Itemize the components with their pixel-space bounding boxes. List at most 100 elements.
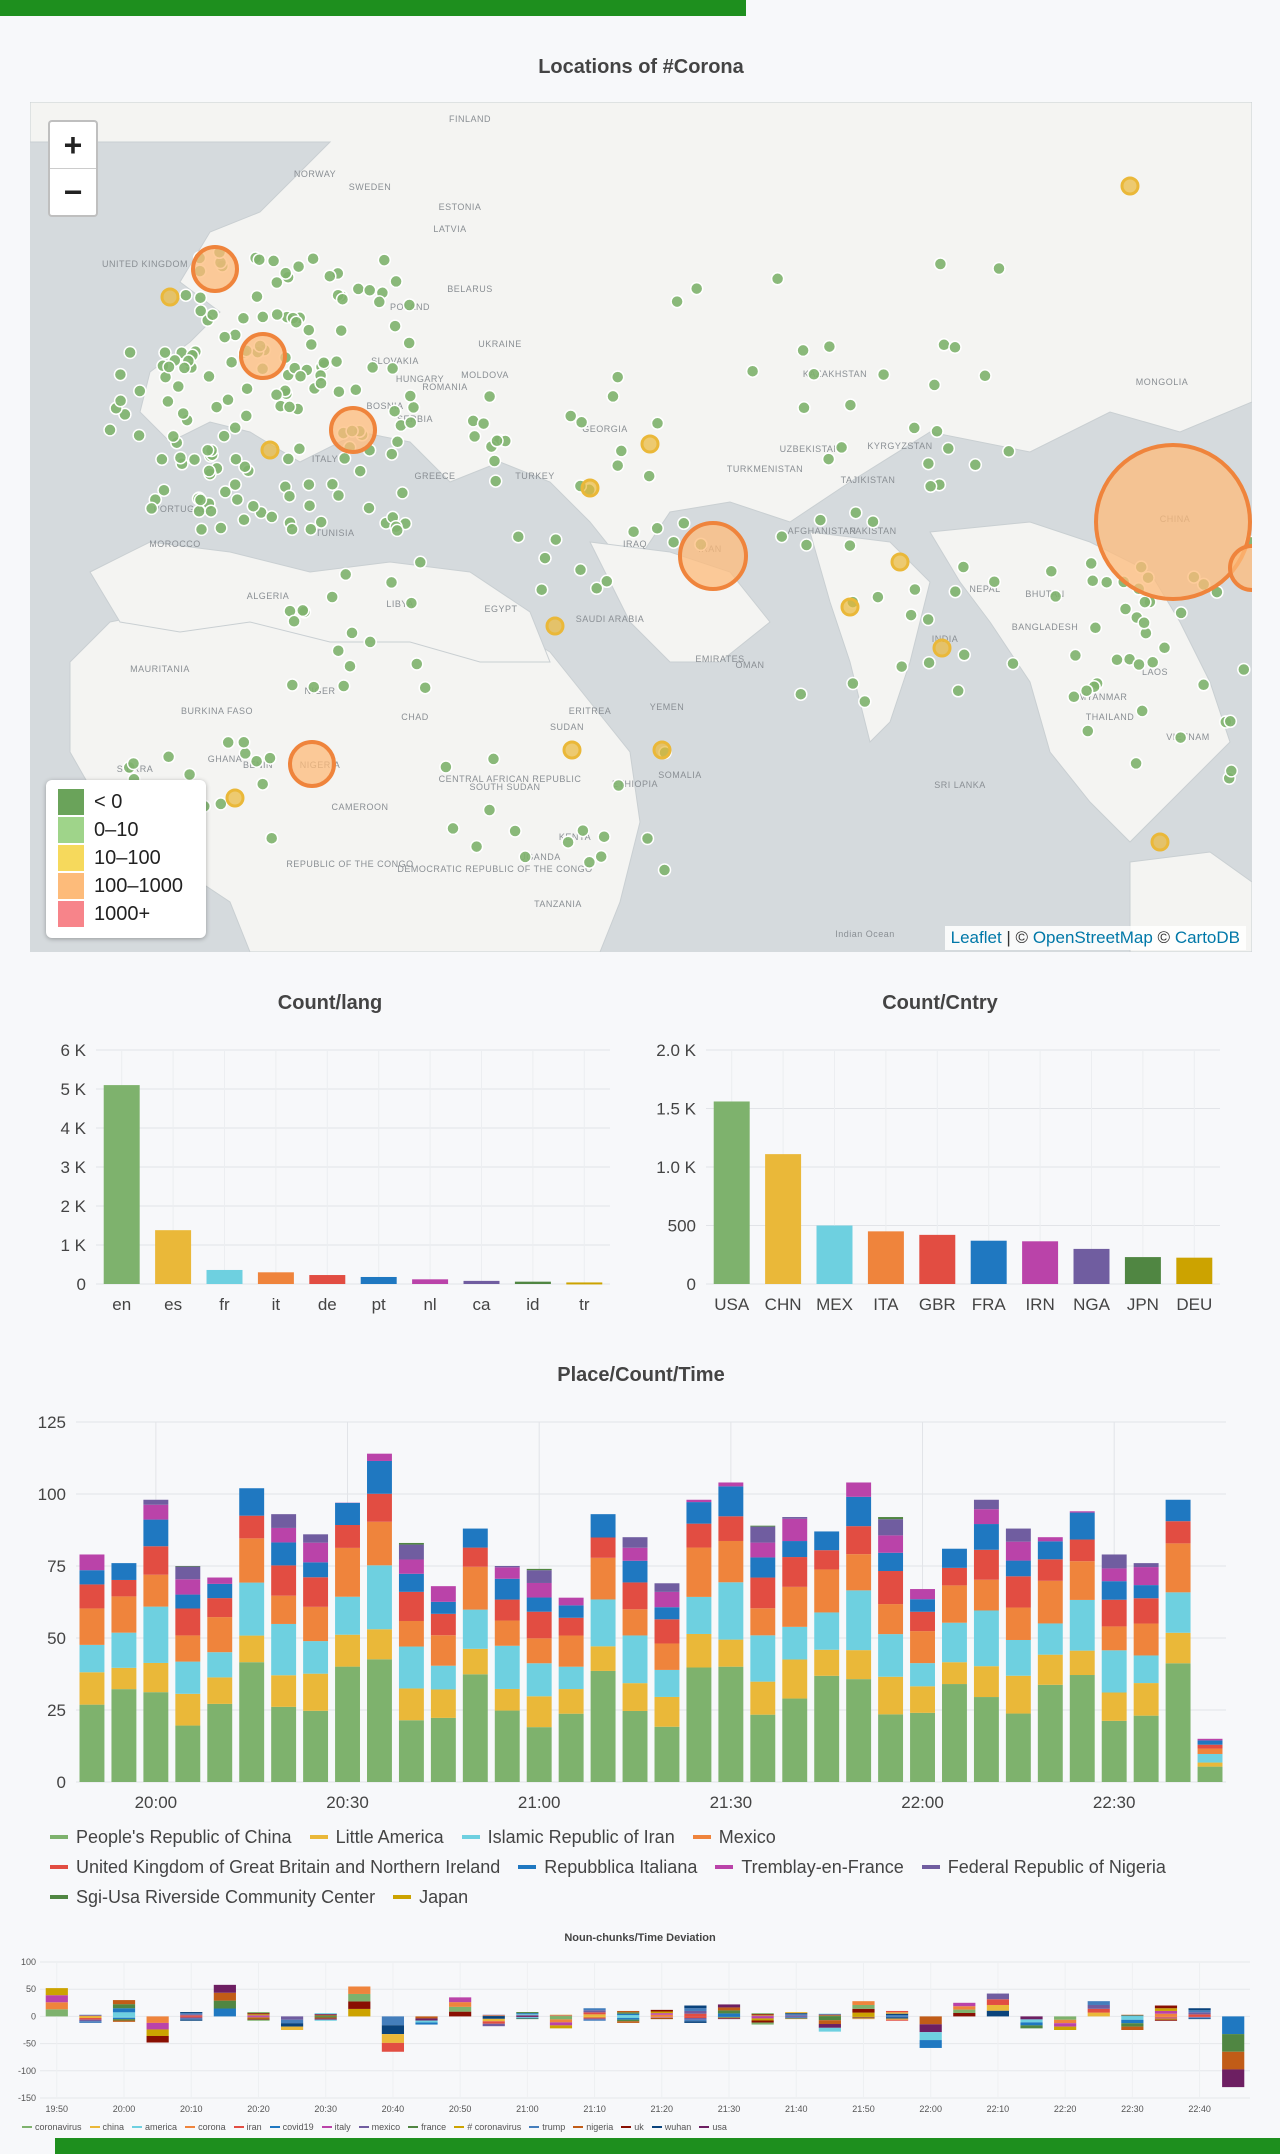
deviation-bar-segment <box>617 2016 640 2019</box>
country-bar-chart: 0 500 1.0 K 1.5 K 2.0 K USA CHN MEX ITA GBR FRA IRN… <box>656 1041 1220 1314</box>
legend-label: Tremblay-en-France <box>741 1856 904 1877</box>
stacked-bar-segment <box>398 1559 424 1574</box>
legend-swatch <box>58 845 84 871</box>
zoom-in-button[interactable]: + <box>63 127 83 163</box>
legend-label: trump <box>542 2122 566 2132</box>
map-point <box>334 323 348 338</box>
leaflet-link[interactable]: Leaflet <box>950 928 1002 947</box>
legend-item[interactable]: People's Republic of China <box>50 1822 292 1852</box>
deviation-bar-segment <box>79 2019 102 2022</box>
legend-item[interactable]: Mexico <box>692 1822 776 1852</box>
x-tick-label: id <box>526 1295 539 1314</box>
stacked-bar-segment <box>973 1610 999 1667</box>
legend-item[interactable]: United Kingdom of Great Britain and Nort… <box>50 1852 500 1882</box>
bar <box>919 1234 956 1284</box>
map-point <box>937 338 951 352</box>
legend-label: 10–100 <box>94 846 161 869</box>
map-panel[interactable]: FINLAND NORWAY SWEDEN ESTONIA LATVIA UNITED K… <box>30 102 1252 952</box>
map-point <box>534 582 549 597</box>
legend-item[interactable]: Sgi-Usa Riverside Community Center <box>50 1882 375 1912</box>
map-point <box>871 590 885 604</box>
legend-item[interactable]: covid19 <box>269 2122 314 2132</box>
legend-item[interactable]: italy <box>321 2122 351 2132</box>
deviation-bar-segment <box>583 2018 606 2020</box>
stacked-bar-segment <box>143 1606 169 1663</box>
legend-item[interactable]: Repubblica Italiana <box>518 1852 697 1882</box>
stacked-bar-segment <box>430 1717 456 1782</box>
stacked-bar-segment <box>143 1574 169 1607</box>
deviation-bar-segment <box>617 2018 640 2020</box>
legend-item[interactable]: trump <box>529 2122 565 2132</box>
map-point <box>229 452 243 466</box>
stacked-bar-segment <box>686 1502 712 1524</box>
map-point <box>230 492 245 507</box>
map-point <box>467 429 482 444</box>
stacked-bar-segment <box>367 1659 392 1782</box>
stacked-bar-segment <box>782 1698 808 1782</box>
legend-item[interactable]: china <box>89 2122 124 2132</box>
map-point <box>418 680 432 695</box>
y-tick-label: 4 K <box>60 1119 86 1138</box>
stacked-bar-segment <box>973 1666 999 1698</box>
deviation-bar-segment <box>617 2015 640 2017</box>
legend-item[interactable]: nigeria <box>573 2122 613 2132</box>
legend-item[interactable]: Little America <box>309 1822 444 1852</box>
deviation-bar-segment <box>1188 2012 1211 2015</box>
legend-item[interactable]: uk <box>621 2122 644 2132</box>
place-time-chart-title: Place/Count/Time <box>557 1364 725 1386</box>
legend-item[interactable]: # coronavirus <box>454 2122 521 2132</box>
legend-item[interactable]: Islamic Republic of Iran <box>461 1822 675 1852</box>
legend-item[interactable]: Tremblay-en-France <box>715 1852 904 1882</box>
deviation-bar-segment <box>45 1988 68 1996</box>
map-point <box>335 292 350 306</box>
zoom-out-button[interactable]: − <box>50 168 96 215</box>
map-point <box>123 345 137 360</box>
stacked-bar-segment <box>494 1566 520 1568</box>
map-point <box>285 678 300 692</box>
map-point <box>402 336 416 350</box>
map-canvas[interactable]: FINLAND NORWAY SWEDEN ESTONIA LATVIA UNITED K… <box>30 102 1252 952</box>
stacked-bar-segment <box>79 1584 105 1609</box>
legend-label: usa <box>712 2122 727 2132</box>
legend-item[interactable]: coronavirus <box>22 2122 82 2132</box>
deviation-bar-segment <box>1054 2023 1077 2027</box>
legend-label: iran <box>246 2122 262 2132</box>
x-tick-label: 21:10 <box>583 2104 606 2114</box>
stacked-bar-segment <box>973 1549 999 1580</box>
legend-item[interactable]: america <box>132 2122 177 2132</box>
legend-item[interactable]: corona <box>185 2122 226 2132</box>
map-point <box>166 429 181 444</box>
stacked-bar-segment <box>430 1613 456 1636</box>
legend-item[interactable]: mexico <box>358 2122 400 2132</box>
map-point <box>193 493 208 507</box>
bar <box>463 1280 500 1284</box>
stacked-bar-segment <box>207 1703 233 1782</box>
bar <box>206 1269 243 1284</box>
map-point <box>384 575 399 590</box>
legend-item[interactable]: Federal Republic of Nigeria <box>921 1852 1166 1882</box>
deviation-bar-segment <box>818 2024 841 2028</box>
stacked-bar-segment <box>878 1517 904 1520</box>
osm-link[interactable]: OpenStreetMap <box>1032 928 1153 947</box>
map-country-label: GEORGIA <box>582 424 628 434</box>
x-tick-label: FRA <box>972 1295 1007 1314</box>
legend-item[interactable]: iran <box>233 2122 262 2132</box>
stacked-bar-segment <box>622 1537 648 1548</box>
stacked-bar-segment <box>1005 1639 1031 1676</box>
legend-item[interactable]: france <box>408 2122 446 2132</box>
deviation-bar-segment <box>314 2014 337 2016</box>
map-point <box>978 369 992 383</box>
map-point <box>304 337 319 352</box>
legend-item[interactable]: wuhan <box>651 2122 691 2132</box>
map-point <box>576 823 590 838</box>
map-point <box>217 330 232 344</box>
legend-item[interactable]: Japan <box>393 1882 468 1912</box>
map-point <box>538 551 552 565</box>
deviation-bar-segment <box>449 2006 472 2012</box>
map-point <box>1068 648 1083 663</box>
carto-link[interactable]: CartoDB <box>1174 928 1240 947</box>
map-country-label: BOSNIA <box>366 401 403 411</box>
map-point <box>876 367 891 382</box>
map-point <box>296 603 310 618</box>
legend-item[interactable]: usa <box>699 2122 727 2132</box>
